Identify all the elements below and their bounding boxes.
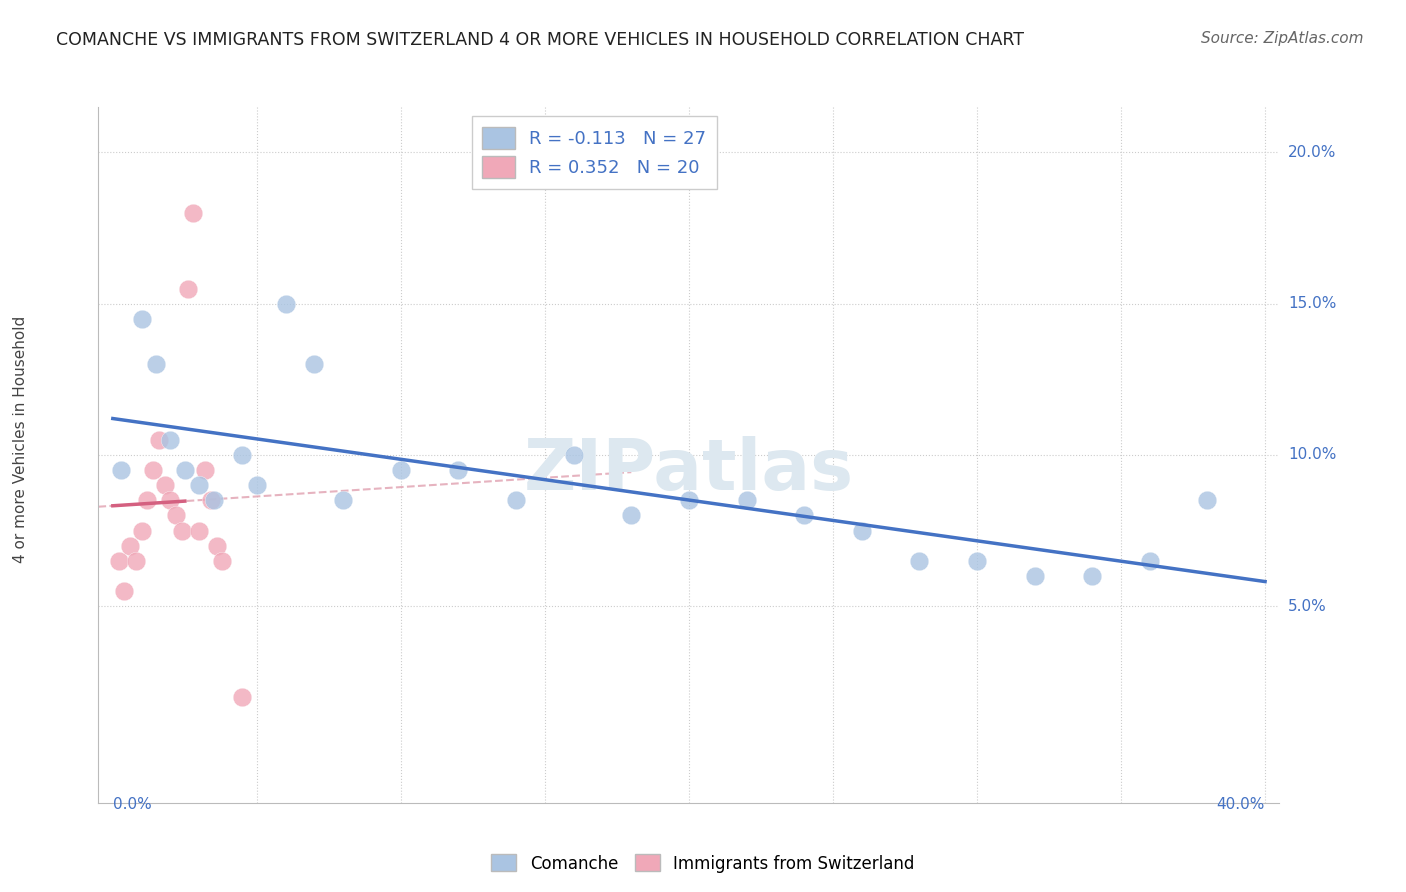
Point <box>332 493 354 508</box>
Point <box>131 524 153 538</box>
Point <box>112 584 135 599</box>
Legend: R = -0.113   N = 27, R = 0.352   N = 20: R = -0.113 N = 27, R = 0.352 N = 20 <box>471 116 717 189</box>
Point <box>966 554 988 568</box>
Point <box>142 463 165 477</box>
Point <box>153 478 176 492</box>
Point <box>159 493 181 508</box>
Text: 40.0%: 40.0% <box>1216 797 1265 812</box>
Point <box>620 508 643 523</box>
Text: 4 or more Vehicles in Household: 4 or more Vehicles in Household <box>13 316 28 564</box>
Point <box>188 478 211 492</box>
Point <box>562 448 585 462</box>
Point <box>194 463 217 477</box>
Point <box>231 448 253 462</box>
Point <box>188 524 211 538</box>
Point <box>107 554 129 568</box>
Point <box>274 296 297 310</box>
Point <box>110 463 132 477</box>
Point <box>1081 569 1104 583</box>
Point <box>200 493 222 508</box>
Point <box>1024 569 1046 583</box>
Point <box>145 357 167 371</box>
Point <box>202 493 225 508</box>
Point <box>246 478 269 492</box>
Point <box>211 554 233 568</box>
Text: Source: ZipAtlas.com: Source: ZipAtlas.com <box>1201 31 1364 46</box>
Point <box>177 281 200 295</box>
Point <box>131 311 153 326</box>
Point <box>125 554 148 568</box>
Point <box>505 493 527 508</box>
Legend: Comanche, Immigrants from Switzerland: Comanche, Immigrants from Switzerland <box>485 847 921 880</box>
Point <box>159 433 181 447</box>
Text: ZIPatlas: ZIPatlas <box>524 435 853 505</box>
Point <box>1197 493 1219 508</box>
Text: 20.0%: 20.0% <box>1288 145 1337 160</box>
Point <box>136 493 159 508</box>
Point <box>165 508 187 523</box>
Point <box>231 690 253 704</box>
Point <box>1139 554 1161 568</box>
Point <box>148 433 170 447</box>
Text: COMANCHE VS IMMIGRANTS FROM SWITZERLAND 4 OR MORE VEHICLES IN HOUSEHOLD CORRELAT: COMANCHE VS IMMIGRANTS FROM SWITZERLAND … <box>56 31 1024 49</box>
Point <box>678 493 700 508</box>
Point <box>205 539 228 553</box>
Point <box>173 463 195 477</box>
Point <box>851 524 873 538</box>
Point <box>793 508 815 523</box>
Text: 0.0%: 0.0% <box>112 797 152 812</box>
Point <box>447 463 470 477</box>
Text: 15.0%: 15.0% <box>1288 296 1337 311</box>
Text: 10.0%: 10.0% <box>1288 448 1337 462</box>
Point <box>389 463 412 477</box>
Text: 5.0%: 5.0% <box>1288 599 1327 614</box>
Point <box>170 524 193 538</box>
Point <box>908 554 931 568</box>
Point <box>304 357 326 371</box>
Point <box>735 493 758 508</box>
Point <box>120 539 142 553</box>
Point <box>183 206 205 220</box>
